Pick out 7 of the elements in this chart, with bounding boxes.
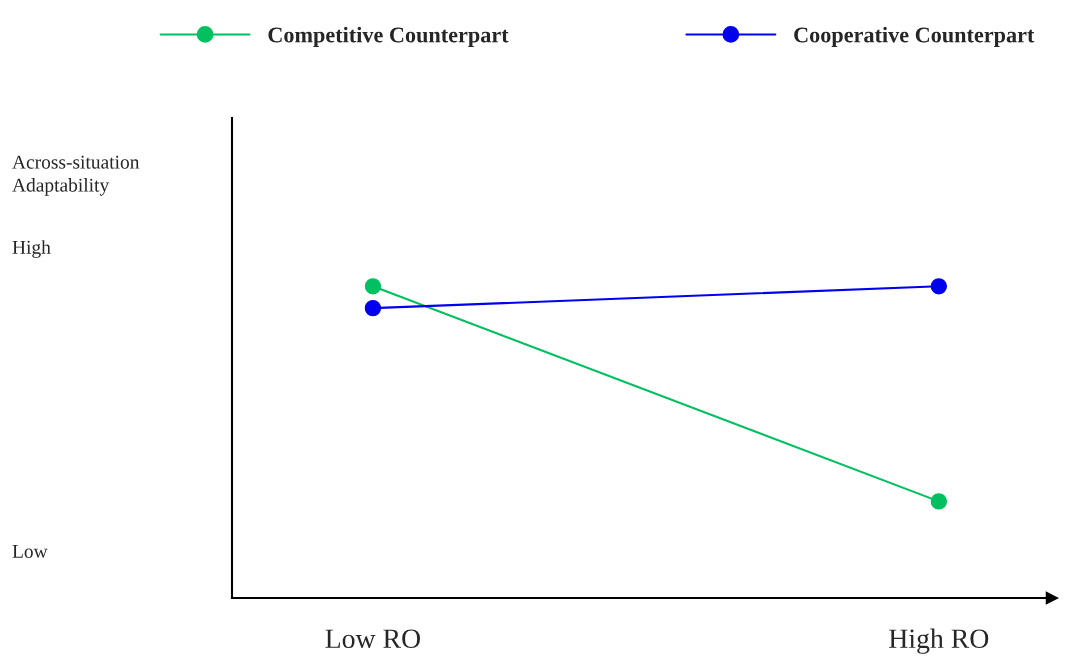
text: High [12,240,51,258]
legend-label: Cooperative Counterpart [794,26,1035,47]
text: Across-situation Adaptability [12,155,140,196]
x-tick-label: Low RO [325,629,420,649]
x-tick-label: High RO [889,628,989,654]
text: Low [12,544,48,558]
legend-label: Competitive Counterpart [268,26,509,47]
